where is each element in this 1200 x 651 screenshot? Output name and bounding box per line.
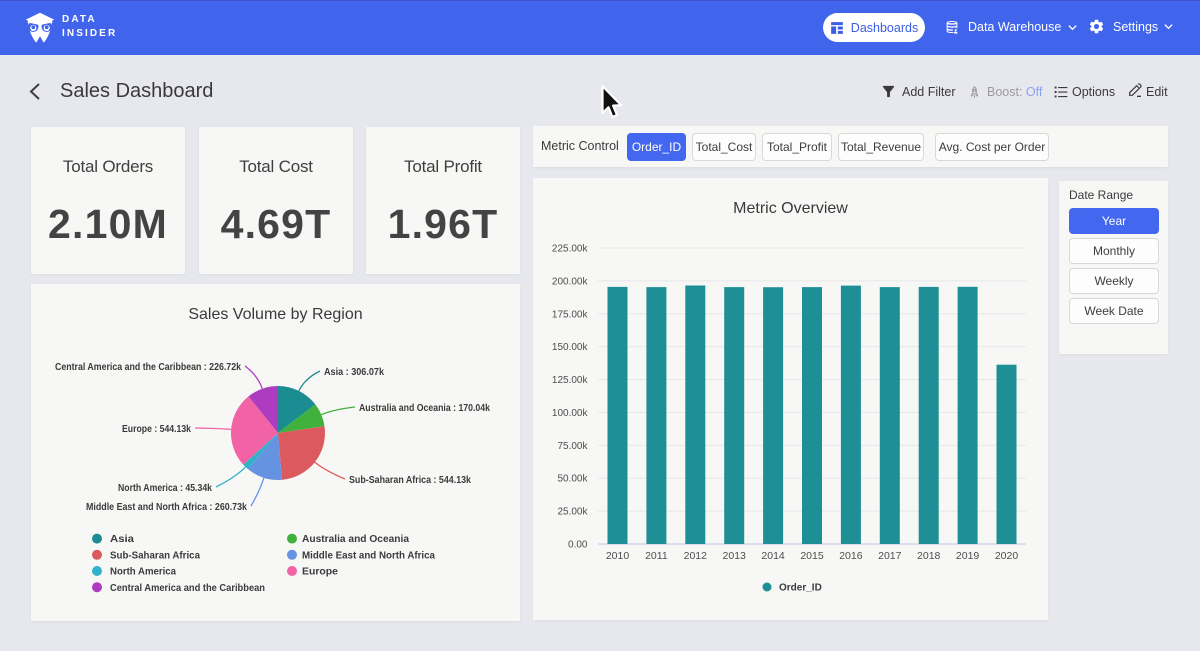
svg-text:2018: 2018 [917,550,941,562]
svg-text:175.00k: 175.00k [552,309,589,320]
svg-text:North America : 45.34k: North America : 45.34k [118,483,212,494]
svg-text:100.00k: 100.00k [552,408,589,419]
svg-text:Middle East and North Africa :: Middle East and North Africa : 260.73k [86,502,247,513]
svg-text:2017: 2017 [878,550,902,562]
svg-text:Asia: Asia [110,534,134,545]
svg-text:Australia and Oceania: Australia and Oceania [302,534,409,545]
svg-text:Central America and the Caribb: Central America and the Caribbean [110,583,265,594]
svg-text:Sub-Saharan Africa: Sub-Saharan Africa [110,550,200,561]
svg-text:2019: 2019 [956,550,980,562]
svg-text:0.00: 0.00 [568,540,588,551]
svg-text:Australia and Oceania : 170.04: Australia and Oceania : 170.04k [359,403,490,414]
svg-text:Central America and the Caribb: Central America and the Caribbean : 226.… [55,362,241,373]
svg-text:150.00k: 150.00k [552,342,589,353]
svg-text:225.00k: 225.00k [552,244,589,255]
svg-text:Order_ID: Order_ID [779,583,822,594]
svg-text:125.00k: 125.00k [552,375,589,386]
svg-text:2020: 2020 [995,550,1019,562]
svg-text:25.00k: 25.00k [557,507,588,518]
svg-text:Europe : 544.13k: Europe : 544.13k [122,424,191,435]
svg-text:2015: 2015 [800,550,824,562]
svg-text:Asia : 306.07k: Asia : 306.07k [324,367,384,378]
svg-text:2014: 2014 [761,550,785,562]
svg-text:North America: North America [110,567,176,578]
svg-text:Sub-Saharan Africa : 544.13k: Sub-Saharan Africa : 544.13k [349,475,471,486]
svg-text:200.00k: 200.00k [552,276,589,287]
svg-text:Europe: Europe [302,567,338,578]
svg-text:75.00k: 75.00k [557,441,588,452]
svg-text:2010: 2010 [606,550,630,562]
svg-text:Middle East and North Africa: Middle East and North Africa [302,550,435,561]
svg-text:2011: 2011 [645,550,668,562]
svg-text:2016: 2016 [839,550,863,562]
svg-text:50.00k: 50.00k [557,474,588,485]
svg-text:2013: 2013 [723,550,747,562]
svg-text:2012: 2012 [684,550,708,562]
